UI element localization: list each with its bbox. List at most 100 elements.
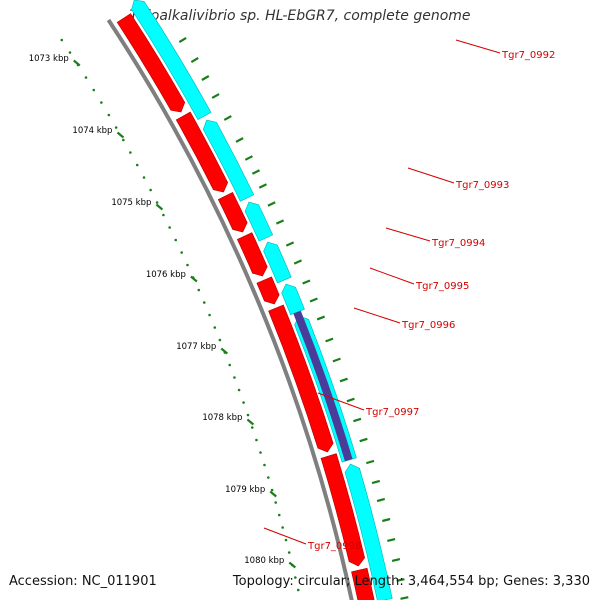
cds-tick <box>400 596 409 600</box>
scale-dot <box>246 413 250 417</box>
scale-label: 1073 kbp <box>29 54 69 64</box>
scale-dot <box>267 476 270 479</box>
scale-dot <box>135 163 139 167</box>
forward-cds-block <box>320 453 365 567</box>
cds-tick <box>244 155 253 161</box>
forward-cds-block <box>236 232 268 277</box>
cds-tick <box>267 201 276 207</box>
scale-label: 1080 kbp <box>244 556 284 566</box>
scale-dot <box>186 263 189 267</box>
scale-dot <box>168 226 171 229</box>
reverse-cds-block <box>263 241 292 284</box>
forward-cds-block <box>175 111 229 193</box>
cds-tick <box>359 437 368 443</box>
scale-dot <box>242 401 245 404</box>
scale-major-tick <box>246 418 255 426</box>
gene-label[interactable]: Tgr7_0992 <box>501 50 555 61</box>
cds-tick <box>285 241 295 247</box>
cds-tick <box>211 93 220 99</box>
cds-tick <box>382 517 391 523</box>
scale-dot <box>142 176 146 179</box>
highlighted-cds-block <box>293 310 353 462</box>
scale-dot <box>274 501 278 504</box>
topology-text: Topology: circular; Length: 3,464,554 bp… <box>232 574 590 589</box>
scale-dot <box>259 451 262 454</box>
gene-leader-line <box>407 167 455 184</box>
scale-dot <box>197 288 201 292</box>
gene-leader-line <box>455 39 501 54</box>
reverse-cds-track <box>131 0 393 600</box>
gene-label[interactable]: Tgr7_0998 <box>307 541 361 552</box>
scale-label: 1078 kbp <box>202 413 242 423</box>
scale-label: 1075 kbp <box>111 198 151 208</box>
cds-tick <box>293 259 302 265</box>
gene-labels: Tgr7_0992 Tgr7_0993 Tgr7_0994 Tgr7_0995 Tgr7… <box>263 39 555 552</box>
scale-dot <box>296 588 300 592</box>
gene-leader-line <box>353 307 401 324</box>
cds-tick <box>309 297 318 303</box>
accession-text: Accession: NC_011901 <box>9 574 157 589</box>
cds-tick <box>366 459 375 465</box>
cds-tick <box>190 57 199 63</box>
scale-major-tick <box>269 490 277 498</box>
cds-tick <box>302 279 311 285</box>
scale-dot <box>237 388 241 392</box>
scale-dot <box>284 538 288 542</box>
scale-dot <box>107 113 111 117</box>
gene-leader-line <box>385 227 431 242</box>
cds-tick <box>376 497 386 503</box>
cds-tick-track <box>178 36 409 600</box>
scale-dot <box>84 76 88 79</box>
forward-cds-block <box>217 192 248 233</box>
forward-cds-block <box>256 276 280 305</box>
cds-tick <box>235 137 244 143</box>
cds-tick <box>316 315 326 321</box>
genome-backbone <box>106 18 354 600</box>
backbone-arc <box>106 18 354 600</box>
scale-label: 1077 kbp <box>176 342 216 352</box>
gene-leader-line <box>369 267 415 285</box>
scale-dot <box>149 188 152 192</box>
cds-tick <box>201 75 210 81</box>
scale-dot <box>114 126 118 129</box>
reverse-cds-block <box>131 0 212 121</box>
scale-dot <box>218 338 222 342</box>
scale-dot <box>174 238 178 242</box>
scale-major-tick <box>288 561 297 569</box>
cds-tick <box>396 578 405 582</box>
scale-dot <box>287 551 291 554</box>
scale-dot <box>233 376 236 379</box>
forward-cds-block <box>116 13 186 113</box>
scale-label: 1074 kbp <box>72 126 112 136</box>
gene-label[interactable]: Tgr7_0996 <box>401 320 455 331</box>
scale-major-tick <box>73 59 81 67</box>
cds-tick <box>251 169 261 175</box>
scale-major-tick <box>155 203 164 211</box>
gene-label[interactable]: Tgr7_0994 <box>431 238 485 249</box>
gene-label[interactable]: Tgr7_0995 <box>415 281 469 292</box>
scale-dot <box>250 426 254 429</box>
gene-label[interactable]: Tgr7_0993 <box>455 180 509 191</box>
scale-major-tick <box>220 347 228 355</box>
scale-dot <box>162 213 165 217</box>
reverse-cds-block <box>344 463 393 600</box>
scale-major-tick <box>190 275 198 283</box>
scale-dot <box>208 313 211 317</box>
cds-tick <box>275 219 285 225</box>
forward-cds-track <box>116 13 375 600</box>
scale-dot <box>270 488 274 492</box>
gene-leader-line <box>263 527 307 545</box>
scale-dot <box>180 251 183 254</box>
scale-dot <box>228 363 232 367</box>
cds-tick <box>258 183 267 189</box>
cds-tick <box>325 337 334 343</box>
scale-dot <box>155 201 159 204</box>
cds-tick <box>346 397 355 403</box>
scale-labels: 1073 kbp 1074 kbp 1075 kbp 1076 kbp 1077 kbp… <box>29 54 297 569</box>
gene-label[interactable]: Tgr7_0997 <box>365 407 419 418</box>
scale-dot <box>294 576 297 579</box>
cds-tick <box>339 377 348 383</box>
cds-tick <box>371 479 381 485</box>
reverse-cds-block <box>244 201 274 242</box>
scale-dot <box>281 526 284 529</box>
